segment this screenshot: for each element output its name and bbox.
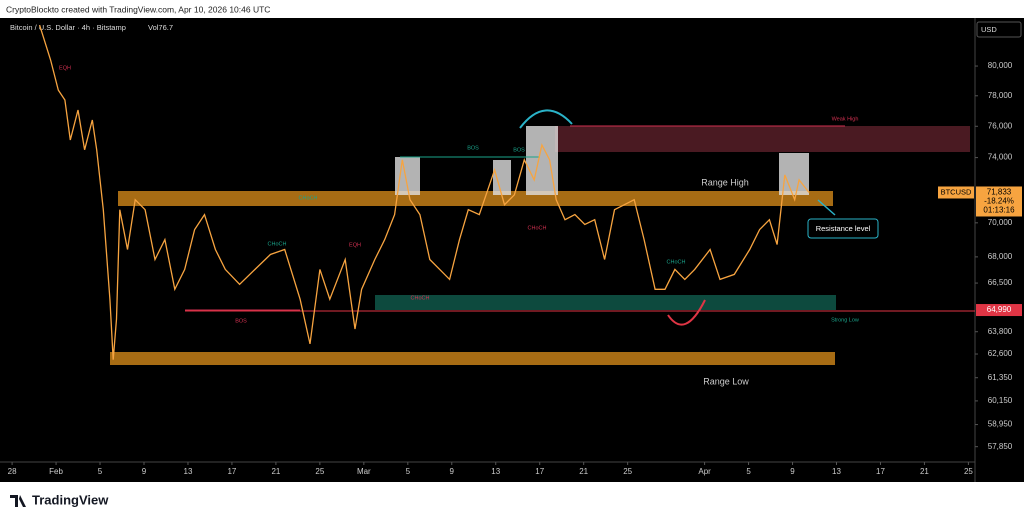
x-tick-label: Feb: [49, 467, 63, 476]
annotation: CHoCH: [268, 241, 287, 247]
level-label: 64,990: [987, 305, 1012, 314]
x-tick-label: 25: [623, 467, 632, 476]
x-tick-label: 28: [8, 467, 17, 476]
chart-title: Bitcoin / U.S. Dollar · 4h · Bitstamp: [10, 23, 126, 32]
x-tick-label: 25: [964, 467, 973, 476]
arrow: [519, 109, 573, 129]
demand-zone: [375, 295, 836, 310]
y-tick-label: 58,950: [988, 420, 1013, 429]
x-tick-label: 5: [406, 467, 411, 476]
y-tick-label: 63,800: [988, 327, 1013, 336]
annotation: CHoCH: [667, 259, 686, 265]
series-name: BTCUSD: [941, 187, 972, 196]
y-tick-label: 68,000: [988, 252, 1013, 261]
top-bar: [0, 0, 1024, 18]
annotation: CHoCH: [528, 225, 547, 231]
logo-icon: [10, 495, 26, 507]
annotation: EQH: [59, 65, 71, 71]
x-tick-label: 9: [790, 467, 795, 476]
x-tick-label: Mar: [357, 467, 371, 476]
credit: CryptoBlockto created with TradingView.c…: [6, 4, 270, 14]
highlight-box: [526, 126, 558, 195]
x-tick-label: 21: [579, 467, 588, 476]
y-tick-label: 78,000: [988, 91, 1013, 100]
footer: [0, 482, 1024, 521]
supply-zone: [555, 126, 970, 152]
annotation: BOS: [467, 145, 479, 151]
y-tick-label: 62,600: [988, 349, 1013, 358]
y-tick-label: 80,000: [988, 61, 1013, 70]
range-high-zone: [118, 191, 833, 206]
x-tick-label: 17: [227, 467, 236, 476]
highlight-box: [493, 160, 511, 195]
y-tick-label: 57,850: [988, 442, 1013, 451]
arrow: [667, 299, 706, 326]
y-tick-label: 61,350: [988, 373, 1013, 382]
annotation: Resistance level: [816, 224, 871, 233]
brand: TradingView: [32, 492, 109, 507]
arrow: [817, 199, 836, 216]
level-tag: [976, 304, 1022, 317]
x-tick-label: 17: [535, 467, 544, 476]
x-tick-label: 13: [184, 467, 193, 476]
range-low-zone: [110, 352, 835, 365]
x-tick-label: 25: [315, 467, 324, 476]
x-tick-label: 5: [98, 467, 103, 476]
y-tick-label: 74,000: [988, 153, 1013, 162]
x-tick-label: 9: [142, 467, 147, 476]
x-tick-label: 21: [920, 467, 929, 476]
price-line: [38, 24, 810, 360]
price-tag: [976, 186, 1022, 217]
y-tick-label: 70,000: [988, 218, 1013, 227]
callout-box: [807, 218, 879, 239]
annotation: BOS: [235, 318, 247, 324]
annotation: Strong Low: [831, 317, 859, 323]
annotation: CHoCH: [299, 195, 318, 201]
x-tick-label: 13: [832, 467, 841, 476]
x-tick-label: Apr: [698, 467, 711, 476]
annotation: Range High: [701, 177, 749, 187]
annotation: Weak High: [832, 116, 859, 122]
x-tick-label: 17: [876, 467, 885, 476]
y-tick-label: 60,150: [988, 396, 1013, 405]
annotation: Range Low: [703, 376, 749, 386]
price-change: -18.24%: [984, 197, 1014, 206]
series-tag: [938, 186, 974, 199]
x-tick-label: 5: [746, 467, 751, 476]
chart-bg: [0, 18, 1024, 482]
annotation: CHoCH: [411, 295, 430, 301]
countdown: 01:13:16: [983, 206, 1015, 215]
x-tick-label: 13: [491, 467, 500, 476]
y-tick-label: 66,500: [988, 278, 1013, 287]
annotation: EQH: [349, 242, 361, 248]
volume: Vol76.7: [148, 23, 173, 32]
x-tick-label: 9: [450, 467, 455, 476]
y-tick-label: 76,000: [988, 121, 1013, 130]
x-tick-label: 21: [271, 467, 280, 476]
currency: USD: [981, 25, 997, 34]
last-price: 71,833: [987, 188, 1012, 197]
annotation: BOS: [513, 147, 525, 153]
currency-box[interactable]: [976, 21, 1022, 38]
